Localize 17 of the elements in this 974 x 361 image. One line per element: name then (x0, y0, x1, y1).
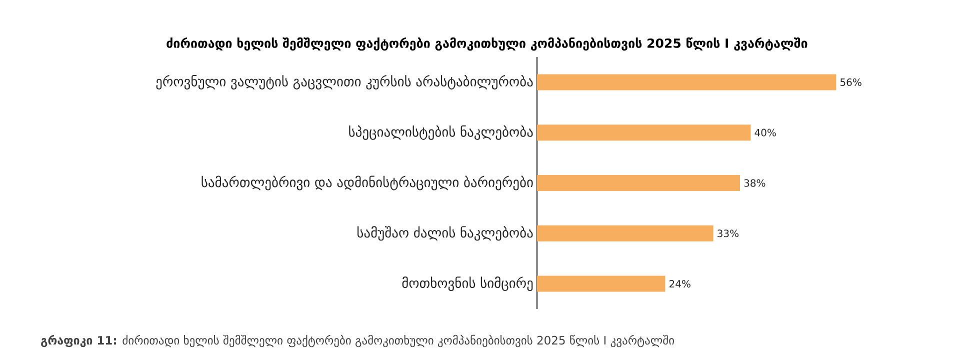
chart-title: ძირითადი ხელის შემშლელი ფაქტორები გამოკითხული კომპანიებისთვის 2025 წლის I კვარტალში (166, 37, 808, 51)
data-label: 56% (840, 78, 862, 86)
bar (537, 124, 751, 141)
bar (537, 225, 714, 242)
y-tick-label: მოთხოვნის სიმცირე (402, 276, 533, 292)
y-tick-label: სამართლებრივი და ადმინისტრაციული ბარიერები (202, 176, 533, 190)
y-tick-label: სამუშაო ძალის ნაკლებობა (357, 226, 533, 241)
text: გრაფიკი 11: ძირითადი ხელის შემშლელი ფაქტორები გამოკითხული კომპანიებისთვის 2025 წლის I კვარტალში (41, 334, 674, 348)
data-label: 24% (669, 280, 690, 288)
data-label: 40% (754, 128, 776, 136)
y-tick-label: ეროვნული ვალუტის გაცვლითი კურსის არასტაბილურობა (156, 74, 533, 90)
data-label: 33% (718, 230, 739, 238)
data-label: 38% (744, 179, 766, 187)
bar (537, 276, 666, 292)
bar (537, 74, 836, 90)
bar (537, 174, 740, 191)
y-tick-label: სპეციალისტების ნაკლებობა (349, 125, 533, 140)
